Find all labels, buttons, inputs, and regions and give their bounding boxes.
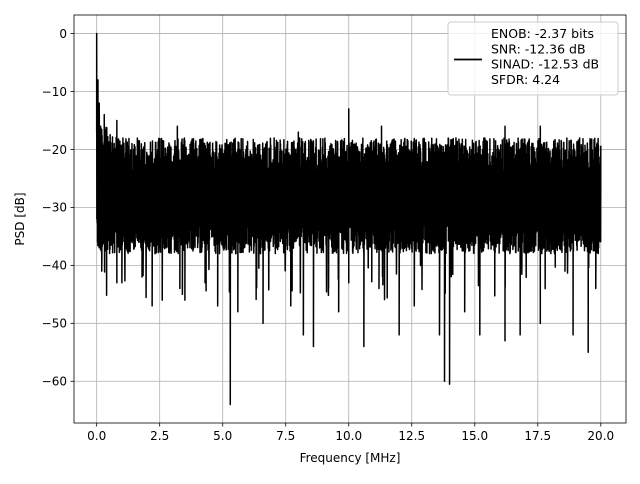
psd-series-line (95, 32, 602, 406)
x-tick-label-5: 12.5 (398, 429, 425, 443)
x-axis-label: Frequency [MHz] (300, 451, 401, 465)
x-tick-label-3: 7.5 (276, 429, 295, 443)
y-tick-label-1: −10 (42, 85, 67, 99)
series-layer (95, 32, 602, 406)
y-tick-label-5: −50 (42, 317, 67, 331)
x-tick-label-4: 10.0 (335, 429, 362, 443)
y-tick-label-6: −60 (42, 375, 67, 389)
y-tick-label-2: −20 (42, 143, 67, 157)
legend-entry-sfdr: SFDR: 4.24 (491, 72, 560, 87)
y-tick-label-4: −40 (42, 259, 67, 273)
x-tick-label-7: 17.5 (524, 429, 551, 443)
x-tick-label-1: 2.5 (150, 429, 169, 443)
x-tick-label-2: 5.0 (213, 429, 232, 443)
x-ticks: 0.0 2.5 5.0 7.5 10.0 12.5 15.0 17.5 20.0 (87, 423, 614, 443)
x-tick-label-8: 20.0 (587, 429, 614, 443)
y-axis-label: PSD [dB] (13, 192, 27, 245)
legend-entry-sinad: SINAD: -12.53 dB (491, 57, 599, 72)
legend-entry-enob: ENOB: -2.37 bits (491, 26, 594, 41)
y-ticks: 0 −10 −20 −30 −40 −50 −60 (42, 27, 74, 389)
y-tick-label-0: 0 (59, 27, 67, 41)
axes-frame (73, 14, 627, 424)
x-tick-label-6: 15.0 (461, 429, 488, 443)
legend: ENOB: -2.37 bits SNR: -12.36 dB SINAD: -… (447, 21, 619, 96)
x-tick-label-0: 0.0 (87, 429, 106, 443)
legend-entry-snr: SNR: -12.36 dB (491, 41, 586, 56)
y-tick-label-3: −30 (42, 201, 67, 215)
legend-box (447, 21, 619, 96)
